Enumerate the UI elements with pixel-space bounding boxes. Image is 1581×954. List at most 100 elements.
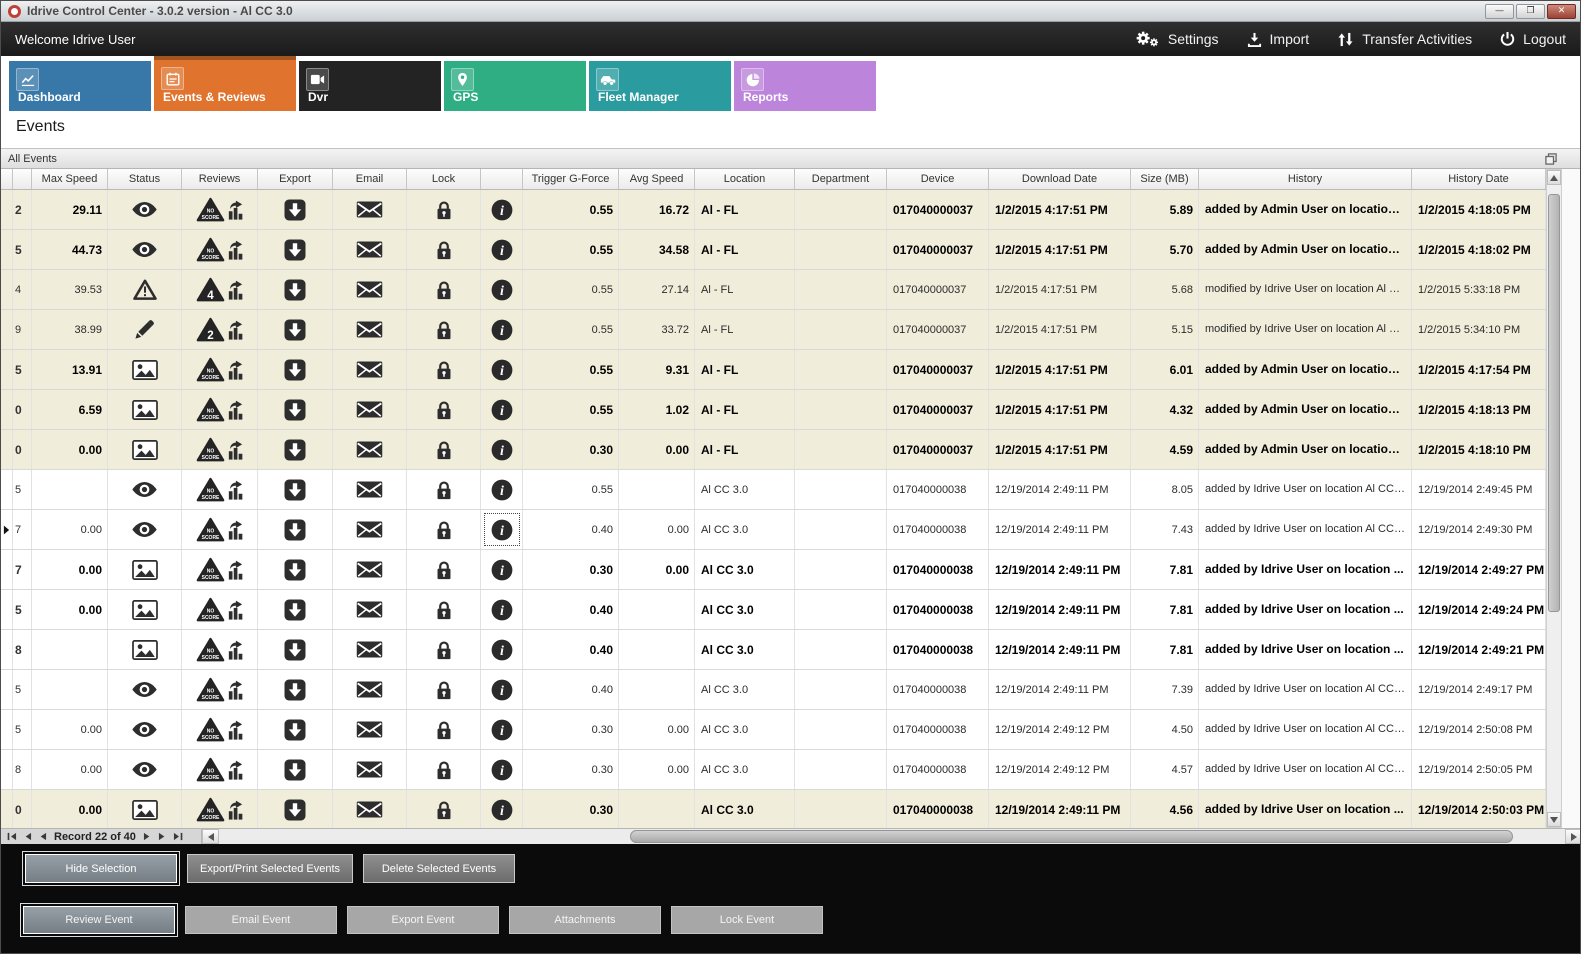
cell-info[interactable]: i [481, 430, 523, 469]
tab-gps[interactable]: GPS [444, 61, 586, 111]
cell-lock[interactable] [407, 310, 481, 349]
cell-email[interactable] [333, 710, 407, 749]
cell-status[interactable] [108, 670, 182, 709]
cell-reviews[interactable]: NO SCORE [182, 390, 258, 429]
cell-email[interactable] [333, 590, 407, 629]
next-record-button[interactable] [143, 832, 151, 841]
cell-email[interactable] [333, 790, 407, 828]
prev-page-button[interactable] [24, 832, 32, 841]
cell-lock[interactable] [407, 270, 481, 309]
cell-status[interactable] [108, 550, 182, 589]
cell-lock[interactable] [407, 750, 481, 789]
tab-events-reviews[interactable]: Events & Reviews [154, 56, 296, 111]
cell-reviews[interactable]: NO SCORE [182, 230, 258, 269]
cell-reviews[interactable]: 4 [182, 270, 258, 309]
cell-status[interactable] [108, 390, 182, 429]
column-header-department[interactable]: Department [795, 169, 887, 189]
table-row[interactable]: 5 0.00 NO SCORE i 0.30 0.00 Al CC 3.0 0170400000… [1, 710, 1546, 750]
vertical-scrollbar[interactable] [1546, 169, 1562, 828]
column-header-lock[interactable]: Lock [407, 169, 481, 189]
column-header-trigger-g-force[interactable]: Trigger G-Force [523, 169, 619, 189]
cell-reviews[interactable]: NO SCORE [182, 510, 258, 549]
cell-reviews[interactable]: NO SCORE [182, 790, 258, 828]
cell-lock[interactable] [407, 390, 481, 429]
minimize-button[interactable]: — [1485, 3, 1514, 19]
cell-email[interactable] [333, 510, 407, 549]
horizontal-scroll-thumb[interactable] [630, 830, 1513, 843]
cell-reviews[interactable]: NO SCORE [182, 670, 258, 709]
cell-status[interactable] [108, 350, 182, 389]
cell-email[interactable] [333, 270, 407, 309]
first-record-button[interactable] [7, 832, 17, 841]
cell-lock[interactable] [407, 470, 481, 509]
cell-reviews[interactable]: NO SCORE [182, 430, 258, 469]
email-event-button[interactable]: Email Event [185, 906, 337, 934]
cell-email[interactable] [333, 550, 407, 589]
cell-email[interactable] [333, 470, 407, 509]
cell-status[interactable] [108, 630, 182, 669]
cell-export[interactable] [258, 230, 333, 269]
export-event-button[interactable]: Export Event [347, 906, 499, 934]
cell-email[interactable] [333, 390, 407, 429]
column-header-device[interactable]: Device [887, 169, 989, 189]
cell-status[interactable] [108, 710, 182, 749]
table-row[interactable]: 9 38.99 2 i 0.55 33.72 Al - FL 017040000037 1/2/… [1, 310, 1546, 350]
column-header-size-mb[interactable]: Size (MB) [1131, 169, 1199, 189]
cell-reviews[interactable]: NO SCORE [182, 190, 258, 229]
column-header-email[interactable]: Email [333, 169, 407, 189]
table-row[interactable]: 0 0.00 NO SCORE i 0.30 0.00 Al - FL 017040000037… [1, 430, 1546, 470]
cell-export[interactable] [258, 670, 333, 709]
column-header-reviews[interactable]: Reviews [182, 169, 258, 189]
cell-status[interactable] [108, 270, 182, 309]
scroll-right-icon[interactable] [1565, 829, 1580, 844]
cell-lock[interactable] [407, 350, 481, 389]
cell-reviews[interactable]: NO SCORE [182, 470, 258, 509]
cell-email[interactable] [333, 630, 407, 669]
cell-export[interactable] [258, 350, 333, 389]
transfer-activities-button[interactable]: Transfer Activities [1337, 31, 1472, 47]
cell-lock[interactable] [407, 710, 481, 749]
cell-status[interactable] [108, 590, 182, 629]
cell-info[interactable]: i [481, 670, 523, 709]
column-header-location[interactable]: Location [695, 169, 795, 189]
cell-lock[interactable] [407, 670, 481, 709]
table-row[interactable]: 7 0.00 NO SCORE i 0.30 0.00 Al CC 3.0 0170400000… [1, 550, 1546, 590]
hide-selection-button[interactable]: Hide Selection [22, 851, 180, 886]
maximize-button[interactable]: ❐ [1516, 3, 1545, 19]
cell-status[interactable] [108, 190, 182, 229]
cell-info[interactable]: i [481, 510, 523, 549]
cell-status[interactable] [108, 310, 182, 349]
cell-lock[interactable] [407, 190, 481, 229]
cell-reviews[interactable]: NO SCORE [182, 630, 258, 669]
scroll-down-icon[interactable] [1547, 812, 1561, 827]
cell-email[interactable] [333, 230, 407, 269]
cell-reviews[interactable]: NO SCORE [182, 350, 258, 389]
cell-reviews[interactable]: 2 [182, 310, 258, 349]
cell-email[interactable] [333, 750, 407, 789]
cell-export[interactable] [258, 270, 333, 309]
cell-status[interactable] [108, 430, 182, 469]
cell-lock[interactable] [407, 510, 481, 549]
horizontal-scrollbar[interactable] [201, 829, 1580, 844]
table-row[interactable]: 0 0.00 NO SCORE i 0.30 Al CC 3.0 017040000038 12… [1, 790, 1546, 828]
cell-export[interactable] [258, 710, 333, 749]
cell-export[interactable] [258, 190, 333, 229]
column-header-history[interactable]: History [1199, 169, 1412, 189]
cell-export[interactable] [258, 430, 333, 469]
cell-status[interactable] [108, 470, 182, 509]
cell-info[interactable]: i [481, 630, 523, 669]
review-event-button[interactable]: Review Event [20, 903, 178, 937]
column-header-history-date[interactable]: History Date [1412, 169, 1546, 189]
cell-status[interactable] [108, 230, 182, 269]
cell-lock[interactable] [407, 630, 481, 669]
cell-lock[interactable] [407, 550, 481, 589]
cell-info[interactable]: i [481, 230, 523, 269]
cell-reviews[interactable]: NO SCORE [182, 550, 258, 589]
cell-email[interactable] [333, 430, 407, 469]
cell-info[interactable]: i [481, 790, 523, 828]
cell-export[interactable] [258, 630, 333, 669]
tab-dvr[interactable]: Dvr [299, 61, 441, 111]
cell-email[interactable] [333, 670, 407, 709]
cell-reviews[interactable]: NO SCORE [182, 750, 258, 789]
cell-lock[interactable] [407, 790, 481, 828]
